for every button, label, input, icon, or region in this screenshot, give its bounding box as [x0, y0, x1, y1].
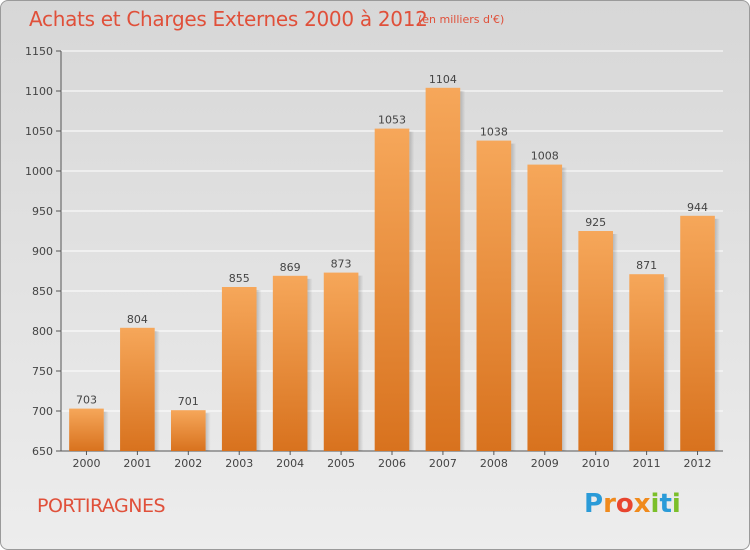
bar-value-label: 869 — [280, 261, 301, 274]
bar-2004 — [272, 275, 308, 451]
bar-2007 — [425, 87, 461, 452]
y-tick-label: 900 — [32, 245, 53, 258]
bar-shadow — [154, 330, 160, 451]
bar-shadow — [307, 278, 313, 451]
bar-2009 — [527, 164, 563, 451]
y-tick-label: 650 — [32, 445, 53, 458]
bar-value-label: 871 — [636, 259, 657, 272]
x-tick-label: 2007 — [429, 457, 457, 470]
y-tick-label: 1150 — [25, 45, 53, 58]
bar-2000 — [69, 408, 104, 451]
bar-value-label: 1038 — [480, 126, 508, 139]
bar-2003 — [221, 287, 257, 451]
bar-shadow — [613, 234, 619, 451]
bar-shadow — [511, 143, 517, 451]
bar-2005 — [323, 272, 359, 451]
bar-shadow — [562, 167, 568, 451]
y-tick-label: 1000 — [25, 165, 53, 178]
x-tick-label: 2002 — [174, 457, 202, 470]
bar-2010 — [578, 231, 614, 451]
proxiti-logo: Proxiti — [584, 489, 681, 519]
bar-value-label: 944 — [687, 201, 708, 214]
x-tick-label: 2009 — [531, 457, 559, 470]
bar-value-label: 925 — [585, 216, 606, 229]
bar-shadow — [663, 277, 669, 451]
x-tick-label: 2011 — [633, 457, 661, 470]
y-tick-label: 750 — [32, 365, 53, 378]
bar-value-label: 855 — [229, 272, 250, 285]
y-tick-label: 950 — [32, 205, 53, 218]
bar-2011 — [629, 274, 664, 451]
bar-shadow — [103, 411, 109, 451]
bar-value-label: 804 — [127, 313, 148, 326]
bar-2001 — [120, 327, 155, 451]
bar-2002 — [170, 410, 206, 451]
bar-value-label: 701 — [178, 395, 199, 408]
town-name: PORTIRAGNES — [37, 495, 166, 517]
bar-2006 — [374, 128, 410, 451]
y-tick-label: 700 — [32, 405, 53, 418]
bar-value-label: 703 — [76, 394, 97, 407]
bar-shadow — [358, 275, 364, 451]
bar-value-label: 1008 — [531, 150, 559, 163]
x-tick-label: 2008 — [480, 457, 508, 470]
chart-title: Achats et Charges Externes 2000 à 2012 — [29, 7, 428, 31]
x-tick-label: 2003 — [225, 457, 253, 470]
bar-value-label: 873 — [331, 258, 352, 271]
y-tick-label: 850 — [32, 285, 53, 298]
bar-2012 — [680, 215, 715, 451]
x-tick-label: 2010 — [582, 457, 610, 470]
y-tick-label: 800 — [32, 325, 53, 338]
x-tick-label: 2001 — [123, 457, 151, 470]
y-tick-label: 1050 — [25, 125, 53, 138]
bar-2008 — [476, 140, 512, 451]
bar-shadow — [460, 90, 466, 452]
bar-shadow — [714, 218, 720, 451]
bar-shadow — [409, 131, 415, 451]
chart-subtitle: (en milliers d'€) — [418, 13, 505, 26]
bar-shadow — [205, 413, 211, 451]
x-tick-label: 2000 — [72, 457, 100, 470]
bar-shadow — [256, 290, 262, 451]
x-tick-label: 2012 — [684, 457, 712, 470]
x-tick-label: 2004 — [276, 457, 304, 470]
y-tick-label: 1100 — [25, 85, 53, 98]
bar-value-label: 1053 — [378, 114, 406, 127]
x-tick-label: 2005 — [327, 457, 355, 470]
bar-value-label: 1104 — [429, 73, 457, 86]
x-tick-label: 2006 — [378, 457, 406, 470]
